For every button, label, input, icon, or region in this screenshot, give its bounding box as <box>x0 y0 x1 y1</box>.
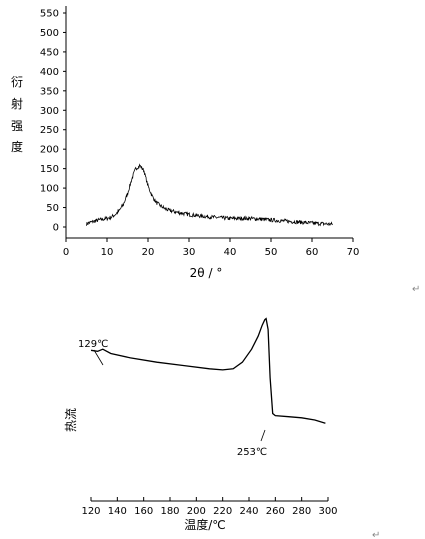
xrd-x-tick-label: 60 <box>306 247 319 258</box>
xrd-x-axis-ticks: 0 10 20 30 40 50 60 70 <box>63 238 360 258</box>
dsc-x-tick-label: 160 <box>134 506 153 517</box>
xrd-ylabel-char-2: 射 <box>11 96 23 111</box>
dsc-x-tick-label: 120 <box>81 506 100 517</box>
dsc-series-line <box>90 317 326 424</box>
xrd-ylabel-char-4: 度 <box>11 139 23 154</box>
xrd-x-tick-label: 50 <box>265 247 278 258</box>
xrd-y-tick-label: 300 <box>40 106 59 117</box>
xrd-x-tick-label: 20 <box>142 247 155 258</box>
dsc-x-axis-title: 温度/℃ <box>184 517 226 532</box>
xrd-chart: 0 50 100 150 200 250 300 350 400 450 500 550 0 10 20 3… <box>11 6 359 280</box>
xrd-x-tick-label: 40 <box>224 247 237 258</box>
dsc-x-tick-label: 240 <box>239 506 258 517</box>
xrd-y-tick-label: 150 <box>40 164 59 175</box>
dsc-x-tick-label: 140 <box>108 506 127 517</box>
dsc-x-tick-label: 300 <box>318 506 337 517</box>
xrd-y-axis-ticks: 0 50 100 150 200 250 300 350 400 450 500 550 <box>40 9 66 234</box>
dsc-x-tick-label: 220 <box>213 506 232 517</box>
dsc-x-tick-label: 280 <box>292 506 311 517</box>
xrd-y-tick-label: 400 <box>40 67 59 78</box>
dsc-chart: 120 140 160 180 200 220 240 260 280 300 129℃ 253℃… <box>64 317 338 532</box>
xrd-ylabel-char-3: 强 <box>11 119 23 133</box>
xrd-y-tick-label: 500 <box>40 28 59 39</box>
xrd-y-tick-label: 350 <box>40 86 59 97</box>
annotation-129: 129℃ <box>78 339 108 350</box>
dsc-x-tick-label: 180 <box>160 506 179 517</box>
dsc-x-axis-ticks: 120 140 160 180 200 220 240 260 280 300 <box>81 497 338 517</box>
dsc-x-tick-label: 260 <box>266 506 285 517</box>
xrd-y-tick-label: 50 <box>46 203 59 214</box>
paragraph-mark-1: ↵ <box>412 284 420 295</box>
xrd-y-tick-label: 200 <box>40 145 59 156</box>
annotation-129-arrow <box>93 349 104 366</box>
xrd-y-tick-label: 550 <box>40 9 59 20</box>
xrd-ylabel-char-1: 衍 <box>11 75 23 89</box>
xrd-x-tick-label: 0 <box>63 247 69 258</box>
xrd-series-line <box>86 163 333 227</box>
xrd-y-axis-title: 衍 射 强 度 <box>11 75 23 154</box>
xrd-x-tick-label: 70 <box>347 247 360 258</box>
annotation-253: 253℃ <box>237 447 267 458</box>
xrd-y-tick-label: 100 <box>40 184 59 195</box>
xrd-y-tick-label: 250 <box>40 125 59 136</box>
xrd-x-tick-label: 30 <box>183 247 196 258</box>
paragraph-mark-2: ↵ <box>372 530 380 539</box>
xrd-x-tick-label: 10 <box>101 247 114 258</box>
xrd-x-axis-title: 2θ / ° <box>190 266 223 280</box>
annotation-253-arrow <box>260 429 266 442</box>
xrd-y-tick-label: 0 <box>53 223 59 234</box>
dsc-x-tick-label: 200 <box>187 506 206 517</box>
xrd-y-tick-label: 450 <box>40 47 59 58</box>
dsc-y-axis-title: 热流 <box>64 408 78 432</box>
